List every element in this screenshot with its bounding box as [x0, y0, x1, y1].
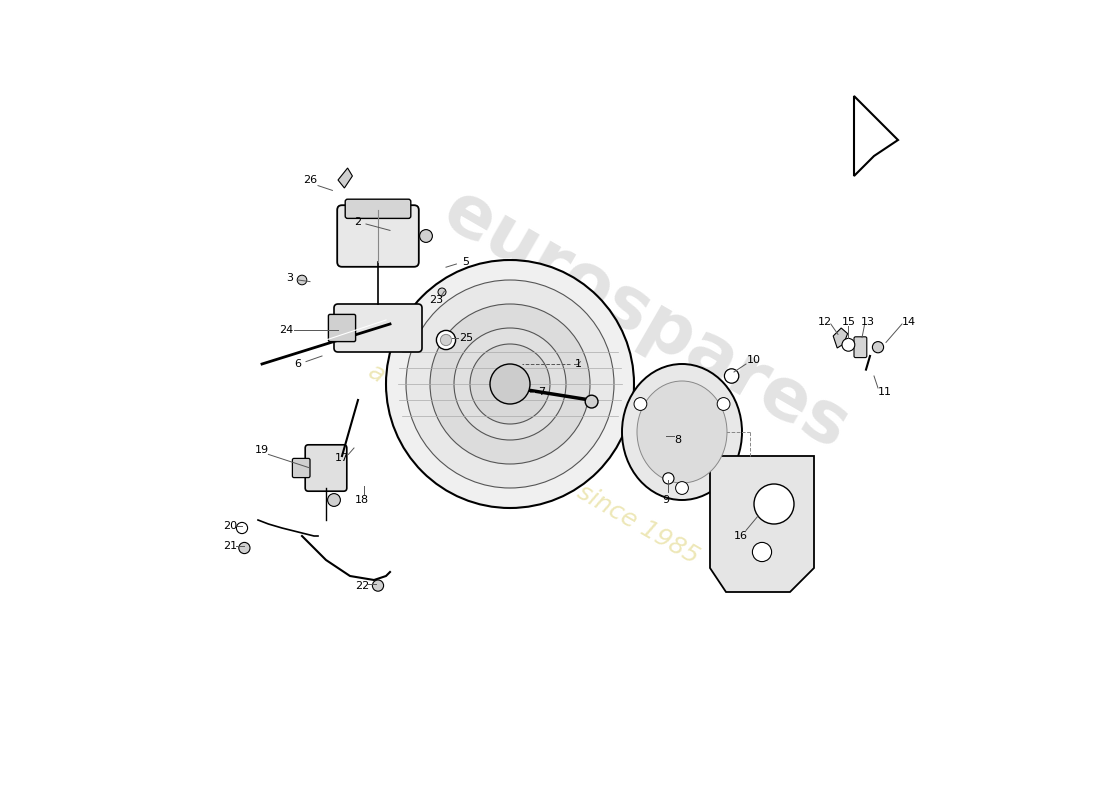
Text: 7: 7 — [538, 387, 546, 397]
Circle shape — [725, 369, 739, 383]
Circle shape — [406, 280, 614, 488]
Circle shape — [842, 338, 855, 351]
Text: 17: 17 — [334, 454, 349, 463]
Text: 24: 24 — [279, 325, 293, 334]
Text: 1: 1 — [574, 359, 582, 369]
Text: 8: 8 — [674, 435, 682, 445]
FancyBboxPatch shape — [338, 206, 419, 267]
Circle shape — [440, 334, 452, 346]
Circle shape — [634, 398, 647, 410]
Ellipse shape — [637, 381, 727, 483]
Text: 15: 15 — [842, 318, 856, 327]
Text: 26: 26 — [302, 175, 317, 185]
Circle shape — [437, 330, 455, 350]
FancyBboxPatch shape — [305, 445, 346, 491]
Polygon shape — [710, 456, 814, 592]
Text: 2: 2 — [354, 217, 362, 226]
Text: 18: 18 — [355, 495, 370, 505]
Text: 3: 3 — [286, 274, 294, 283]
Text: 11: 11 — [878, 387, 891, 397]
Circle shape — [675, 482, 689, 494]
Circle shape — [663, 473, 674, 484]
Circle shape — [438, 288, 446, 296]
Text: 6: 6 — [295, 359, 301, 369]
Text: 22: 22 — [355, 581, 370, 590]
Text: 21: 21 — [223, 541, 238, 550]
Circle shape — [490, 364, 530, 404]
Text: 5: 5 — [462, 258, 470, 267]
Text: 25: 25 — [459, 333, 473, 342]
Text: 20: 20 — [223, 521, 238, 530]
Circle shape — [872, 342, 883, 353]
Polygon shape — [854, 96, 898, 176]
Text: 14: 14 — [901, 318, 915, 327]
Text: 16: 16 — [734, 531, 747, 541]
Circle shape — [328, 494, 340, 506]
Circle shape — [419, 230, 432, 242]
Circle shape — [752, 542, 771, 562]
FancyBboxPatch shape — [329, 314, 355, 342]
Polygon shape — [833, 328, 848, 348]
Circle shape — [717, 398, 730, 410]
Circle shape — [754, 484, 794, 524]
Text: 10: 10 — [747, 355, 761, 365]
Text: 19: 19 — [255, 446, 270, 455]
Polygon shape — [338, 168, 352, 188]
Circle shape — [470, 344, 550, 424]
Text: 13: 13 — [860, 318, 875, 327]
FancyBboxPatch shape — [854, 337, 867, 358]
Circle shape — [585, 395, 598, 408]
Text: a passion for parts since 1985: a passion for parts since 1985 — [364, 359, 704, 569]
Text: 12: 12 — [817, 318, 832, 327]
Text: 9: 9 — [662, 495, 670, 505]
Circle shape — [297, 275, 307, 285]
Circle shape — [373, 580, 384, 591]
Circle shape — [454, 328, 566, 440]
FancyBboxPatch shape — [345, 199, 410, 218]
Circle shape — [430, 304, 590, 464]
Text: 23: 23 — [429, 295, 443, 305]
FancyBboxPatch shape — [334, 304, 422, 352]
Circle shape — [386, 260, 634, 508]
Ellipse shape — [621, 364, 742, 500]
Circle shape — [236, 522, 248, 534]
FancyBboxPatch shape — [293, 458, 310, 478]
Text: eurospares: eurospares — [431, 176, 861, 464]
Circle shape — [239, 542, 250, 554]
